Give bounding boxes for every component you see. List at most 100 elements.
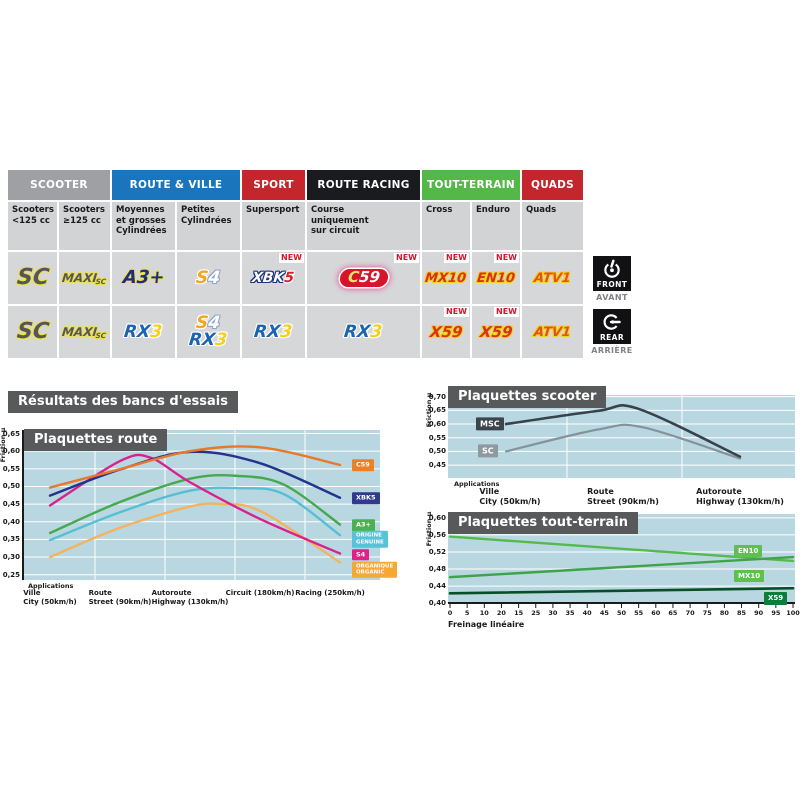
logo-part: 3 [214,330,229,350]
logo-maxisc: MAXISC [62,325,108,340]
x-tick-label: 30 [548,609,558,617]
series-line-C59 [48,445,342,489]
station-label-1: Route Street (90km/h) [88,589,152,606]
subheader-1: Scooters ≥125 cc [59,202,110,250]
station-label-2: Autoroute Highway (130km/h) [151,589,229,606]
y-tick-label: 0,65 [2,429,20,438]
y-tick-label: 0,55 [428,433,446,442]
rear-sublabel: ARRIÈRE [591,346,633,355]
y-axis-title: Friction µ [0,428,7,463]
y-tick-label: 0,44 [428,582,446,591]
logo-part: SC [15,319,50,344]
logo-x59: X59 [429,323,463,341]
logo-sc: SC [15,265,50,290]
chart-plot-route [22,430,380,580]
logo-xbk5: XBK5 [252,270,296,286]
front-axle-indicator: FRONT AVANT [590,256,634,302]
y-tick-label: 0,52 [428,547,446,556]
logo-sc: SC [15,319,50,344]
y-tick-label: 0,35 [2,535,20,544]
x-tick-label: 70 [685,609,695,617]
x-tick-label: 65 [668,609,678,617]
applications-table: SCOOTER ROUTE & VILLE SPORT ROUTE RACING TOU… [8,170,583,358]
front-sublabel: AVANT [596,293,628,302]
rear-cell-1: MAXISC [59,306,110,358]
x-tick-label: 85 [737,609,747,617]
rear-cell-0: SC [8,306,57,358]
logo-part: A3+ [121,267,166,288]
y-tick-label: 0,45 [428,461,446,470]
logo-part: EN10 [476,270,516,286]
y-tick-label: 0,60 [428,420,446,429]
chart-title-scooter: Plaquettes scooter [448,386,607,408]
logo-part: 5 [283,270,296,286]
rear-label: REAR [599,333,625,342]
x-tick-label: 40 [582,609,592,617]
chart-title-toutterrain: Plaquettes tout-terrain [448,512,638,534]
rear-cell-6: X59 NEW [422,306,470,358]
front-axle-box: FRONT [593,256,631,291]
legend-badge-x59: X59 [764,592,788,605]
category-scooter: SCOOTER [8,170,110,200]
x-tick-label: 45 [599,609,609,617]
logo-c59: C59 [338,268,389,287]
rear-axle-box: REAR [593,309,631,344]
x-tick-label: 20 [496,609,506,617]
logo-part: RX [343,321,372,342]
legend-badge-mx10: MX10 [734,569,765,582]
chart-plaquettes-route: 0,65 0,60 0,55 0,50 0,45 0,40 0,35 0,30 0,25 Fric… [0,428,398,606]
logo-part: 3 [149,321,164,342]
category-route-ville: ROUTE & VILLE [112,170,240,200]
new-badge: NEW [279,253,304,263]
new-badge: NEW [444,307,469,317]
y-tick-label: 0,40 [2,517,20,526]
series-line-S4 [48,453,342,555]
logo-x59: X59 [479,323,513,341]
subheader-0: Scooters <125 cc [8,202,57,250]
chart-plot-scooter [448,395,795,478]
legend-badge-c59: C59 [352,459,374,472]
new-badge: NEW [494,307,519,317]
x-tick-label: 15 [514,609,524,617]
new-badge: NEW [394,253,419,263]
logo-en10: EN10 [476,270,516,286]
y-tick-label: 0,40 [428,599,446,608]
logo-rx3: RX3 [343,321,383,342]
x-tick-label: 100 [786,609,800,617]
chart-title-route: Plaquettes route [24,429,168,451]
y-tick-label: 0,60 [2,447,20,456]
x-tick-label: 75 [702,609,712,617]
x-axis-title: Freinage linéaire [448,620,525,629]
y-tick-label: 0,70 [428,392,446,401]
front-cell-3: S4 [177,252,240,304]
subheader-8: Quads [522,202,583,250]
applications-label: Applications [454,480,500,488]
logo-part: ATV1 [533,324,572,340]
front-disc-icon [604,259,620,278]
logo-atv1: ATV1 [533,324,572,340]
category-sport: SPORT [242,170,305,200]
logo-part: RX [253,321,282,342]
series-line-EN10 [448,535,795,563]
rear-axle-indicator: REAR ARRIÈRE [590,309,634,355]
logo-part: SC [95,276,107,286]
rear-cell-7: X59 NEW [472,306,520,358]
category-quads: QUADS [522,170,583,200]
series-line-MSC [504,404,742,458]
legend-badge-xbk5: XBK5 [352,492,380,505]
legend-badge-en10: EN10 [734,544,763,557]
logo-rx3: RX3 [123,321,164,342]
series-line-A3+ [48,473,342,535]
applications-label: Applications [28,582,74,590]
logo-part: RX [188,330,217,350]
y-tick-label: 0,50 [428,447,446,456]
rear-disc-icon [603,314,621,330]
station-label-0: Ville City (50km/h) [479,487,541,506]
x-tick-label: 5 [464,609,470,617]
rear-cell-4: RX3 [242,306,305,358]
category-tout-terrain: TOUT-TERRAIN [422,170,520,200]
y-tick-label: 0,60 [428,513,446,522]
x-tick-label: 55 [634,609,644,617]
logo-part: RX [123,321,152,342]
